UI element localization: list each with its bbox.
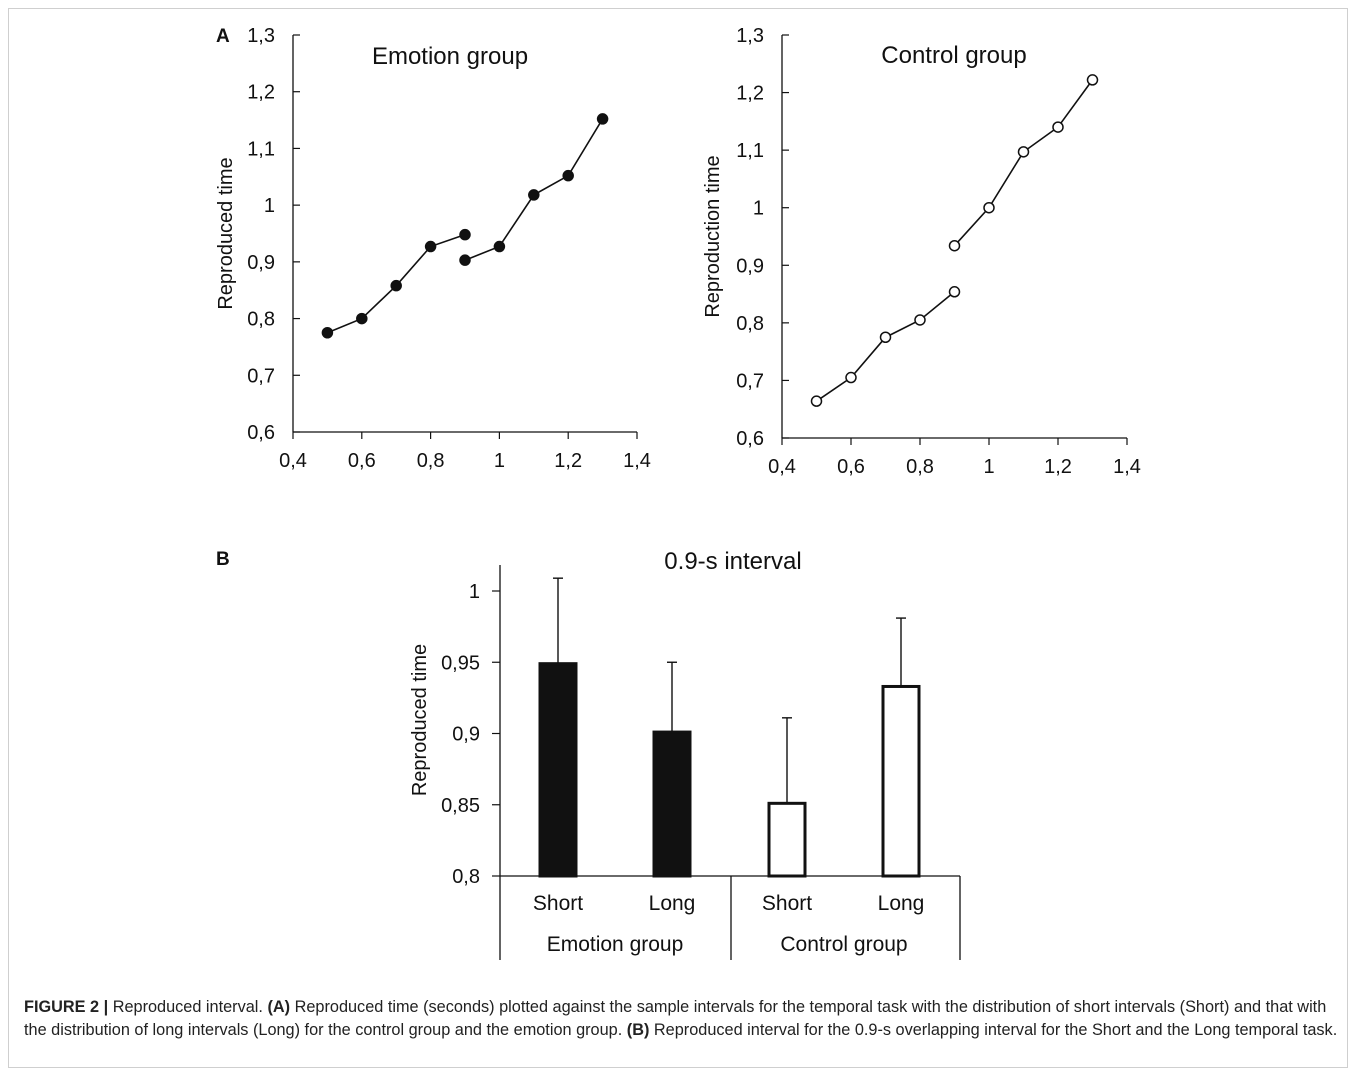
bar-y-tick-label: 0,85: [441, 795, 480, 817]
control-series-2-line: [953, 79, 1094, 247]
emotion-x-tick-label: 0,6: [348, 450, 376, 472]
control-data-point: [948, 286, 961, 298]
caption-intro: Reproduced interval.: [108, 998, 268, 1016]
emotion-y-tick-label: 0,8: [247, 309, 275, 331]
emotion-data-point: [356, 312, 368, 325]
control-y-tick-label: 1,3: [736, 25, 764, 47]
control-data-point: [1052, 121, 1064, 133]
control-y-tick-label: 1,2: [736, 83, 764, 105]
emotion-data-point: [528, 189, 540, 201]
bar-category-label: Long: [878, 892, 925, 915]
control-x-tick-label: 1,2: [1044, 456, 1072, 478]
emotion-data-point: [390, 279, 402, 292]
control-data-point: [1086, 74, 1099, 86]
control-data-point: [948, 239, 961, 252]
control-y-tick-label: 0,9: [736, 255, 764, 277]
figure-caption: FIGURE 2 | Reproduced interval. (A) Repr…: [24, 996, 1344, 1042]
control-data-point: [1017, 146, 1030, 158]
caption-b-ref: (B): [626, 1021, 650, 1039]
bar: [538, 662, 578, 878]
bar-y-tick-label: 0,95: [441, 652, 480, 674]
figure-canvas: A B 0,60,70,80,911,11,21,30,4 0,6 0,8 1 1,2 1…: [215, 25, 1141, 960]
control-data-point: [845, 371, 857, 384]
emotion-y-tick-label: 1,1: [247, 138, 275, 160]
control-y-axis-label: Reproduction time: [702, 155, 724, 317]
control-y-tick-label: 0,7: [736, 370, 764, 392]
control-x-tick-label: 0,6: [837, 456, 865, 478]
emotion-x-tick-label: 1,4: [623, 450, 651, 472]
bar: [881, 684, 921, 878]
control-y-tick-label: 1: [753, 198, 764, 220]
emotion-x-tick-label: 1: [494, 450, 505, 472]
emotion-data-point: [562, 169, 574, 182]
caption-a-ref: (A): [267, 998, 291, 1016]
bar-y-tick-label: 0,9: [452, 724, 480, 746]
bar-category-label: Short: [533, 892, 583, 915]
emotion-data-point: [424, 240, 437, 253]
emotion-group-line-chart: 0,60,70,80,911,11,21,30,4 0,6 0,8 1 1,2 1,4Em…: [215, 25, 651, 472]
figure-frame: [8, 8, 1348, 1068]
emotion-title: Emotion group: [372, 43, 528, 70]
panel-a-label: A: [216, 26, 230, 47]
emotion-y-tick-label: 1,2: [247, 82, 275, 104]
emotion-x-tick-label: 0,4: [279, 450, 307, 472]
bar-category-label: Short: [762, 892, 812, 915]
control-y-tick-label: 0,8: [736, 313, 764, 335]
bar-group-label: Control group: [780, 933, 907, 956]
emotion-data-point: [459, 254, 471, 266]
caption-a-text: Reproduced time (seconds) plotted agains…: [24, 998, 1327, 1039]
emotion-y-tick-label: 1: [264, 195, 275, 217]
control-series-1-line: [816, 291, 956, 402]
caption-b-text: Reproduced interval for the 0.9-s overla…: [649, 1021, 1338, 1039]
bar-y-tick-label: 1: [469, 581, 480, 603]
emotion-y-tick-label: 0,9: [247, 252, 275, 274]
control-x-tick-label: 0,8: [906, 456, 934, 478]
bar-y-tick-label: 0,8: [452, 866, 480, 888]
control-y-tick-label: 1,1: [736, 140, 764, 162]
bar-group-label: Emotion group: [547, 933, 684, 956]
bar-y-axis-label: Reproduced time: [409, 644, 431, 796]
emotion-y-tick-label: 0,6: [247, 422, 275, 444]
caption-figure-label: FIGURE 2 |: [24, 998, 109, 1016]
emotion-data-point: [459, 228, 471, 241]
emotion-data-point: [596, 113, 609, 125]
emotion-y-tick-label: 1,3: [247, 25, 275, 47]
control-group-line-chart: 0,60,70,80,911,11,21,30,4 0,6 0,8 1 1,2 1,4Co…: [702, 25, 1141, 478]
emotion-x-tick-label: 1,2: [554, 450, 582, 472]
emotion-y-axis-label: Reproduced time: [215, 157, 237, 309]
control-x-tick-label: 1,4: [1113, 456, 1141, 478]
bar-category-label: Long: [649, 892, 696, 915]
emotion-data-point: [493, 240, 506, 253]
control-y-tick-label: 0,6: [736, 428, 764, 450]
control-data-point: [914, 314, 926, 326]
control-x-tick-label: 0,4: [768, 456, 796, 478]
interval-bar-chart: 0,8 0,85 0,9 0,95 1 0.9-s interval Reproduced …: [409, 548, 961, 960]
control-x-tick-label: 1: [983, 456, 994, 478]
panel-b-label: B: [216, 549, 230, 570]
control-data-point: [879, 331, 892, 343]
bar-title: 0.9-s interval: [664, 548, 801, 575]
control-data-point: [810, 395, 823, 407]
emotion-y-tick-label: 0,7: [247, 365, 275, 387]
emotion-data-point: [321, 327, 334, 339]
control-data-point: [983, 201, 995, 214]
bar: [767, 801, 807, 878]
emotion-x-tick-label: 0,8: [417, 450, 445, 472]
control-title: Control group: [881, 42, 1026, 69]
bar: [652, 730, 692, 878]
